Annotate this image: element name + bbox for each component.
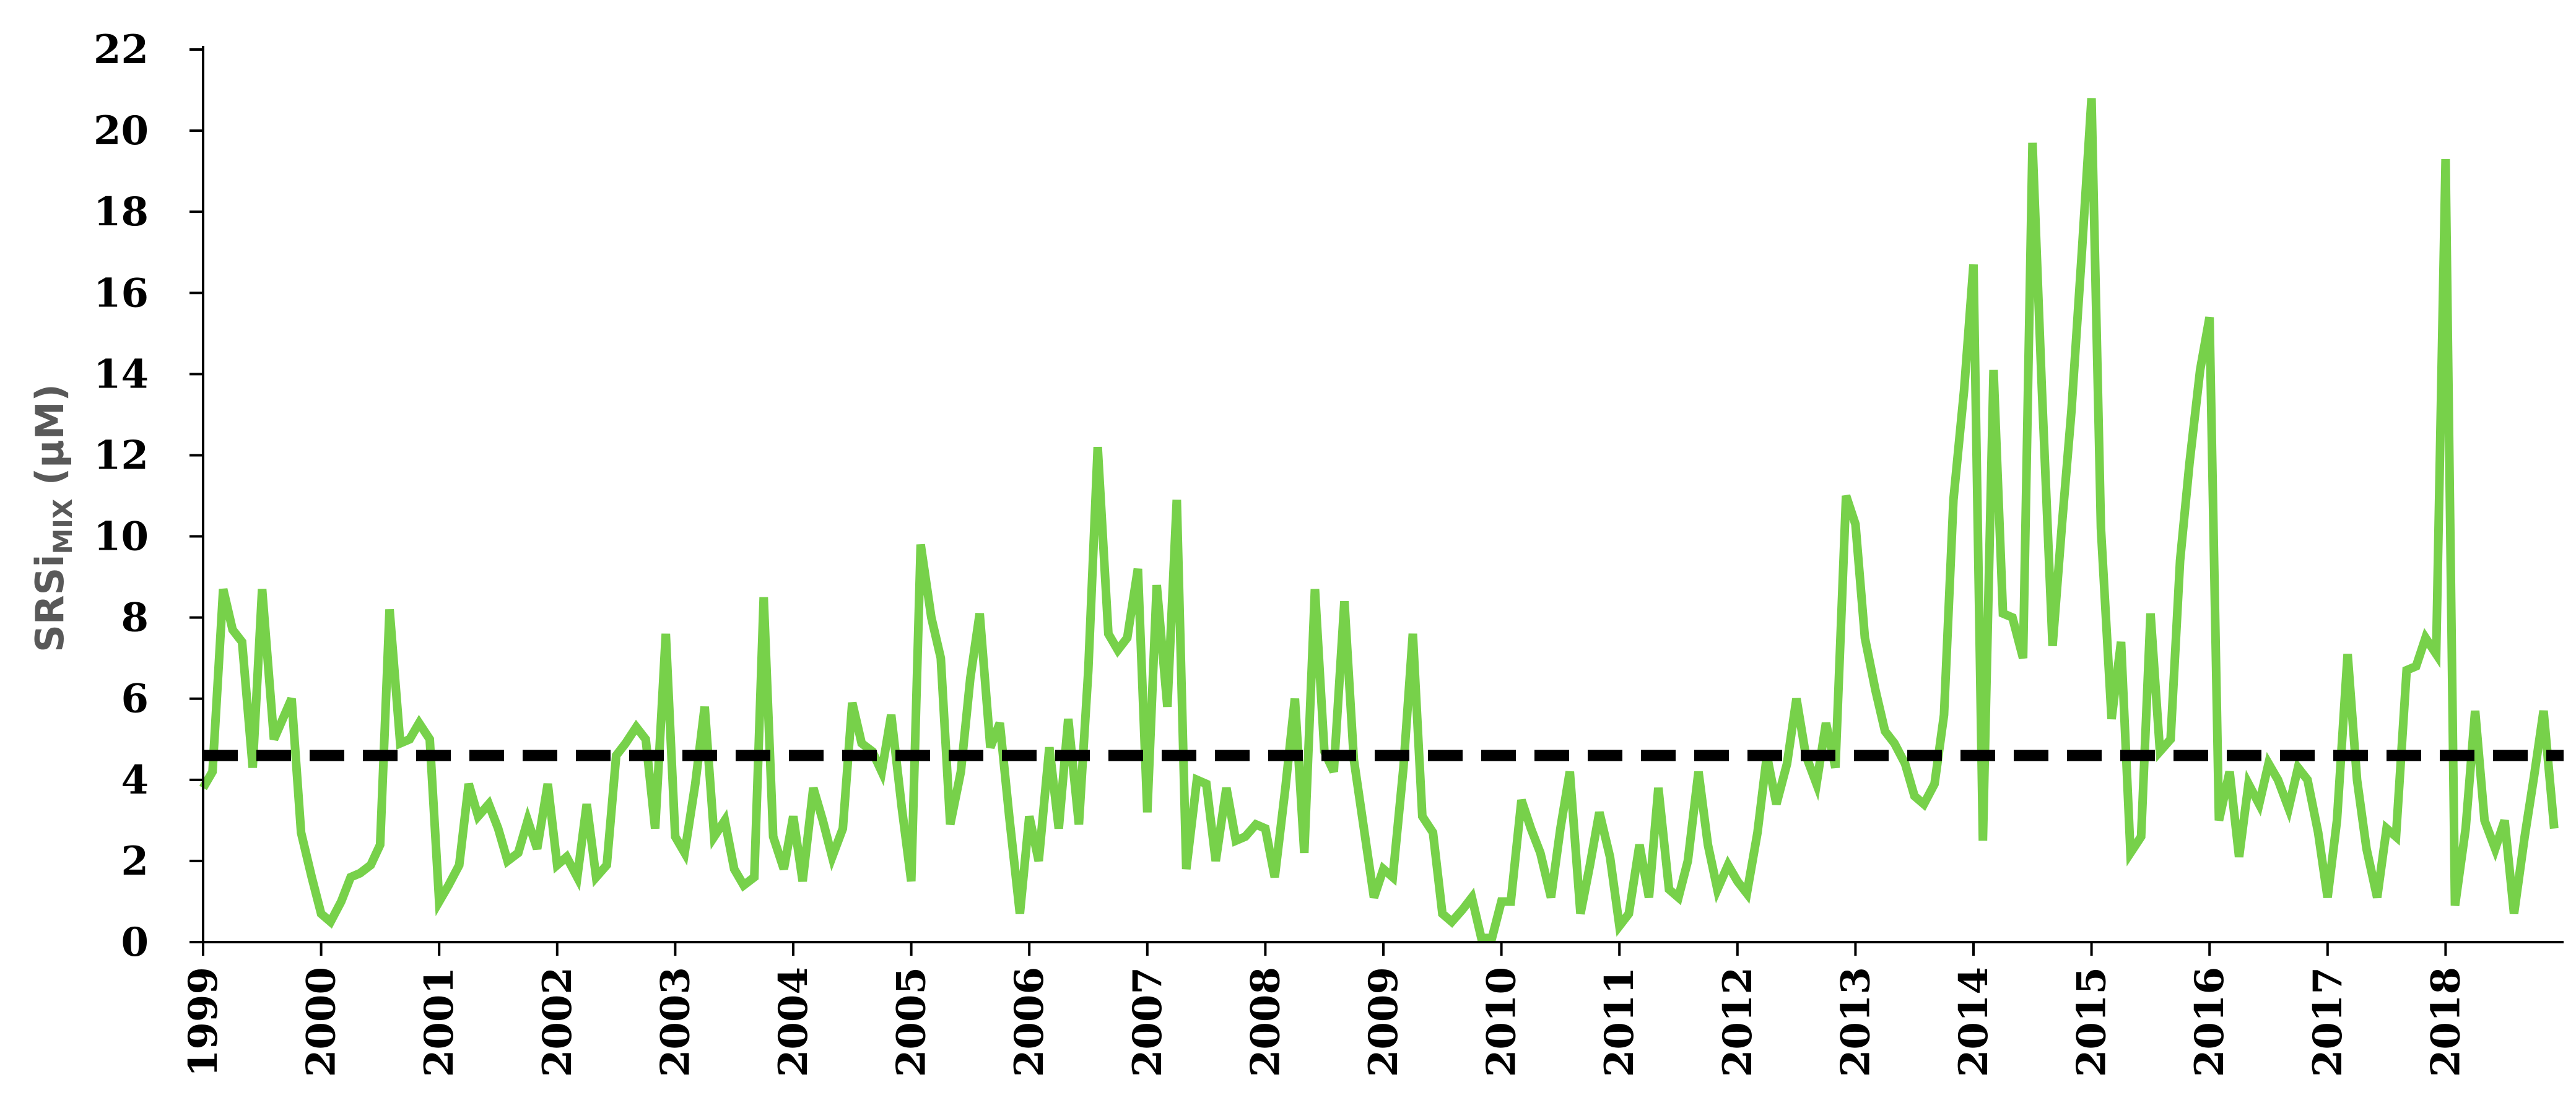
y-tick-label: 14 — [94, 351, 149, 397]
x-tick-label: 2017 — [2305, 967, 2351, 1077]
y-tick-label: 4 — [121, 757, 149, 803]
y-tick-label: 2 — [121, 838, 149, 885]
x-axis-ticks: 1999 2000 2001 2002 2003 2004 2005 2006 2007 2008… — [180, 942, 2469, 1077]
y-tick-label: 22 — [94, 27, 149, 73]
x-tick-label: 2000 — [298, 967, 345, 1077]
x-tick-label: 2013 — [1832, 967, 1879, 1077]
x-tick-label: 2010 — [1479, 967, 1525, 1077]
x-tick-label: 2005 — [889, 967, 935, 1077]
x-tick-label: 2012 — [1715, 967, 1761, 1077]
x-tick-label: 2006 — [1006, 967, 1053, 1077]
x-tick-label: 2014 — [1951, 967, 1997, 1077]
x-tick-label: 2004 — [770, 967, 817, 1077]
x-tick-label: 2008 — [1242, 967, 1289, 1077]
y-axis-title-space — [27, 485, 72, 499]
y-tick-label: 20 — [94, 108, 149, 154]
x-tick-label: 2009 — [1360, 967, 1407, 1077]
y-axis-ticks: 0 2 4 6 8 10 12 14 16 18 20 22 — [94, 27, 203, 966]
series-layer — [199, 98, 2559, 943]
x-tick-label: 2018 — [2422, 967, 2469, 1077]
y-tick-label: 0 — [121, 919, 149, 966]
y-axis-title-main: SRSi — [27, 555, 72, 652]
series-line — [199, 98, 2559, 943]
x-tick-label: 1999 — [180, 967, 227, 1077]
y-tick-label: 16 — [94, 270, 149, 316]
axes — [202, 46, 2564, 943]
y-axis-label: SRSiMIX (µM) — [27, 384, 78, 652]
y-tick-label: 10 — [94, 514, 149, 560]
x-tick-label: 2007 — [1125, 967, 1171, 1077]
y-tick-label: 12 — [94, 432, 149, 478]
x-tick-label: 2003 — [652, 967, 698, 1077]
y-tick-label: 18 — [94, 189, 149, 235]
x-tick-label: 2002 — [534, 967, 581, 1077]
x-tick-label: 2016 — [2187, 967, 2233, 1077]
y-axis-title-unit: (µM) — [27, 384, 72, 485]
y-tick-label: 8 — [121, 595, 149, 641]
y-axis-title: SRSiMIX (µM) — [27, 384, 78, 652]
y-tick-label: 6 — [121, 676, 149, 722]
x-tick-label: 2011 — [1596, 967, 1643, 1077]
x-tick-label: 2015 — [2069, 967, 2115, 1077]
x-tick-label: 2001 — [416, 967, 463, 1077]
y-axis-title-subscript: MIX — [48, 499, 78, 555]
